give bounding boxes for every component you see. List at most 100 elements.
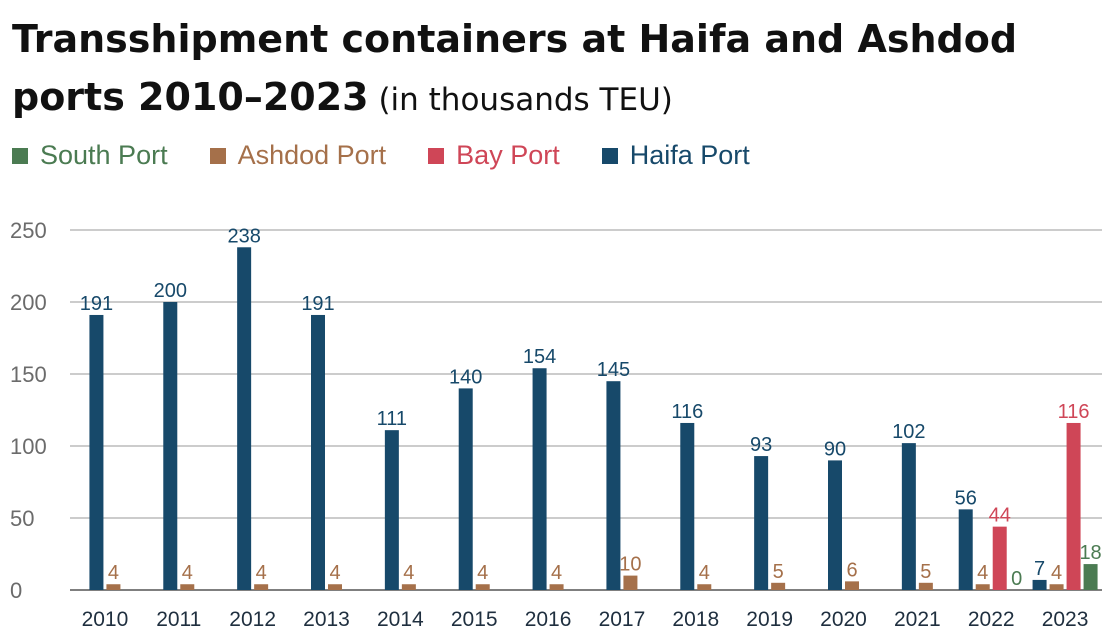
- bar-haifa-2019: [754, 456, 769, 590]
- legend-label-south-port: South Port: [40, 140, 168, 170]
- bar-bay-2023: [1066, 422, 1081, 590]
- y-tick-label: 0: [10, 578, 22, 603]
- x-tick-label: 2016: [525, 608, 572, 631]
- bar-haifa-2020: [828, 460, 842, 590]
- bar-ashdod-2018: [697, 584, 712, 590]
- data-label-south-2022: 0: [1011, 568, 1022, 590]
- bar-haifa-2012: [237, 247, 252, 590]
- x-tick-label: 2020: [820, 608, 867, 631]
- bar-bay-2022: [992, 526, 1007, 590]
- bar-ashdod-2013: [328, 584, 342, 590]
- y-axis-ticks: 0 50 100 150 200 250: [10, 218, 47, 603]
- y-tick-label: 150: [10, 362, 47, 387]
- data-label-bay-2022: 44: [989, 505, 1011, 527]
- data-label-ashdod-2010: 4: [108, 562, 119, 584]
- data-label-ashdod-2017: 10: [619, 554, 641, 576]
- bar-haifa-2021: [901, 443, 916, 590]
- legend-swatch-ashdod-port: [209, 147, 226, 164]
- bar-haifa-2013: [311, 314, 325, 590]
- title-line-2: ports 2010–2023: [12, 75, 369, 119]
- legend-item-ashdod-port: Ashdod Port: [209, 140, 387, 171]
- data-label-haifa-2015: 140: [449, 366, 482, 388]
- x-tick-label: 2013: [303, 608, 350, 631]
- data-label-ashdod-2014: 4: [403, 562, 414, 584]
- data-label-haifa-2022: 56: [955, 487, 977, 509]
- bar-ashdod-2022: [975, 584, 990, 590]
- x-tick-label: 2011: [156, 608, 201, 631]
- data-label-ashdod-2013: 4: [329, 562, 340, 584]
- x-tick-label: 2022: [968, 608, 1015, 631]
- gridlines: [70, 229, 1102, 591]
- bar-haifa-2022: [958, 509, 973, 590]
- data-label-haifa-2018: 116: [671, 401, 703, 423]
- data-label-haifa-2013: 191: [301, 293, 334, 315]
- data-label-ashdod-2021: 5: [920, 561, 931, 583]
- data-label-haifa-2014: 111: [377, 408, 407, 430]
- x-tick-label: 2017: [599, 608, 646, 631]
- data-label-haifa-2019: 93: [750, 434, 772, 456]
- x-tick-label: 2023: [1042, 608, 1089, 631]
- bar-haifa-2017: [606, 381, 621, 590]
- data-label-haifa-2012: 238: [227, 225, 260, 247]
- data-labels: 191 4 200 4 238 4 191 4 111 4 140 4 154 4 145 10 116 4 93 5…: [80, 225, 1102, 590]
- bar-haifa-2023: [1032, 579, 1047, 590]
- legend-item-south-port: South Port: [12, 140, 168, 171]
- data-label-south-2023: 18: [1079, 542, 1101, 564]
- x-axis-ticks: 2010 2011 2012 2013 2014 2015 2016 2017 2018 2019…: [82, 608, 1089, 631]
- title-line-1: Transshipment containers at Haifa and As…: [12, 17, 1018, 61]
- bar-ashdod-2017: [623, 575, 638, 590]
- bar-ashdod-2011: [180, 584, 195, 590]
- data-label-haifa-2023: 7: [1034, 558, 1045, 580]
- data-label-ashdod-2011: 4: [182, 562, 193, 584]
- data-label-ashdod-2023: 4: [1051, 562, 1062, 584]
- y-tick-label: 50: [10, 506, 34, 531]
- bar-haifa-2011: [163, 302, 178, 590]
- bar-ashdod-2010: [106, 584, 121, 590]
- bars: [89, 247, 1098, 590]
- x-tick-label: 2019: [746, 608, 793, 631]
- x-tick-label: 2015: [451, 608, 498, 631]
- x-tick-label: 2010: [82, 608, 129, 631]
- legend-swatch-haifa-port: [601, 147, 618, 164]
- x-tick-label: 2012: [229, 608, 276, 631]
- data-label-ashdod-2018: 4: [699, 562, 710, 584]
- y-tick-label: 100: [10, 434, 47, 459]
- y-tick-label: 200: [10, 290, 47, 315]
- bar-ashdod-2014: [401, 584, 416, 590]
- data-label-haifa-2021: 102: [892, 421, 925, 443]
- legend-label-bay-port: Bay Port: [456, 140, 560, 170]
- bar-haifa-2016: [532, 368, 547, 590]
- legend-swatch-south-port: [12, 147, 28, 164]
- bar-ashdod-2016: [549, 584, 564, 590]
- bar-ashdod-2021: [918, 582, 933, 590]
- x-tick-label: 2021: [894, 608, 941, 631]
- data-label-bay-2023: 116: [1058, 401, 1090, 423]
- legend: South Port Ashdod Port Bay Port Haifa Po…: [12, 140, 750, 171]
- bar-ashdod-2012: [254, 584, 269, 590]
- data-label-ashdod-2019: 5: [773, 561, 784, 583]
- data-label-haifa-2016: 154: [523, 346, 556, 368]
- x-tick-label: 2018: [672, 608, 719, 631]
- data-label-ashdod-2020: 6: [846, 559, 857, 581]
- bar-haifa-2010: [89, 314, 104, 590]
- data-label-haifa-2011: 200: [154, 280, 187, 302]
- data-label-haifa-2010: 191: [80, 293, 113, 315]
- bar-ashdod-2020: [845, 581, 859, 590]
- data-label-ashdod-2015: 4: [477, 562, 488, 584]
- legend-label-ashdod-port: Ashdod Port: [237, 140, 387, 170]
- legend-item-haifa-port: Haifa Port: [601, 140, 750, 171]
- data-label-haifa-2017: 145: [597, 359, 630, 381]
- bar-ashdod-2019: [771, 582, 786, 590]
- legend-swatch-bay-port: [428, 147, 445, 164]
- y-tick-label: 250: [10, 218, 47, 243]
- bar-haifa-2014: [384, 430, 399, 590]
- data-label-haifa-2020: 90: [824, 438, 846, 460]
- title-unit: (in thousands TEU): [368, 82, 673, 118]
- legend-label-haifa-port: Haifa Port: [629, 140, 750, 170]
- bar-haifa-2018: [680, 422, 695, 590]
- chart-title: Transshipment containers at Haifa and As…: [12, 10, 1102, 129]
- bar-haifa-2015: [458, 388, 473, 590]
- data-label-ashdod-2022: 4: [977, 562, 988, 584]
- bar-ashdod-2023: [1049, 584, 1064, 590]
- data-label-ashdod-2016: 4: [551, 562, 562, 584]
